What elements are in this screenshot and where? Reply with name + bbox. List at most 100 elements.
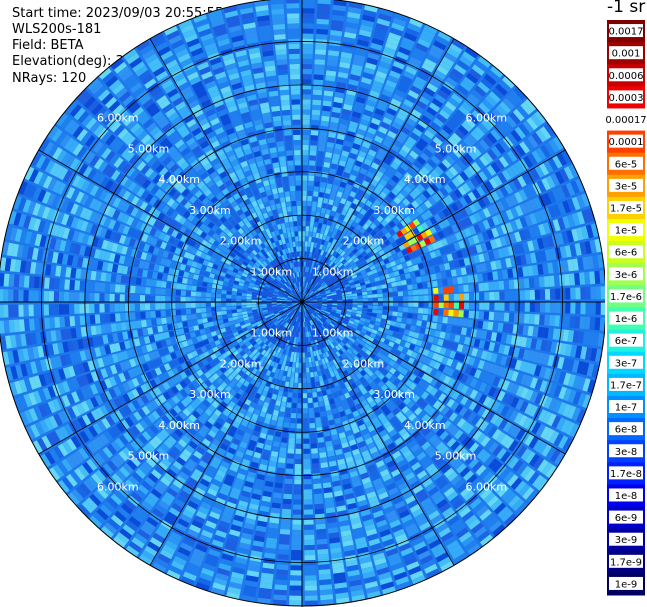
range-gate [434,265,441,273]
range-gate [312,478,322,485]
range-gate [523,187,533,199]
range-gate [364,104,375,113]
range-gate [480,77,494,90]
range-gate [542,327,549,339]
range-gate [387,267,394,273]
range-gate [316,265,321,271]
range-gate [501,211,510,222]
range-gate [279,447,287,454]
range-gate [289,585,302,591]
range-gate [361,19,375,28]
range-gate [482,135,494,148]
range-gate [388,212,396,220]
range-gate [405,246,413,254]
range-gate [348,6,362,14]
range-gate [517,324,524,335]
nrays-label: NRays: 120 [12,71,87,86]
range-gate [291,407,297,414]
range-gate [331,19,344,27]
range-gate [328,45,340,52]
range-gate [332,9,346,17]
range-gate [310,278,314,284]
range-gate [322,298,328,300]
range-gate [308,290,313,295]
range-gate [565,344,573,357]
range-gate [353,235,359,242]
range-gate [362,14,376,23]
range-gate [413,302,419,307]
range-gate [569,244,577,257]
range-gate [305,236,309,242]
range-gate [290,565,302,571]
range-gate [397,286,403,291]
range-gate [415,256,423,264]
range-gate [366,171,375,179]
range-gate [337,295,343,298]
range-gate [441,228,450,237]
range-gate [494,237,503,248]
range-gate [592,332,600,346]
range-gate [488,342,496,352]
range-gate [313,281,318,287]
range-gate [434,93,446,104]
range-gate [358,29,372,38]
range-gate [485,262,492,271]
range-gate [380,161,389,170]
range-gate [445,236,453,245]
range-gate [441,255,449,263]
range-gate [330,24,343,32]
range-gate [327,303,333,305]
range-gate [393,297,399,302]
range-gate [318,447,326,453]
range-gate [276,467,285,474]
range-gate [599,270,605,284]
range-gate [341,259,347,265]
range-gate [467,93,480,105]
range-gate [351,169,359,177]
range-gate [381,284,387,289]
range-gate [464,47,479,59]
range-gate [544,249,552,261]
range-gate [297,408,302,414]
range-gate [345,274,352,279]
range-gate [574,243,582,256]
range-gate [289,590,302,596]
range-gate [355,286,362,290]
range-gate [289,600,302,606]
range-gate [383,258,390,265]
range-gate [368,166,377,175]
range-gate [336,293,342,297]
range-gate [382,246,390,254]
range-gate [313,191,319,197]
range-gate [360,317,366,322]
range-gate [467,164,477,176]
range-gate [308,267,311,273]
range-gate [305,266,308,272]
range-gate [320,239,325,245]
range-gate [405,27,419,38]
range-gate [305,295,310,299]
range-gate [561,184,571,198]
range-gate [357,292,363,296]
range-gate [438,309,444,316]
range-gate [489,302,495,311]
range-gate [391,316,398,322]
range-gate [581,193,591,207]
range-gate [410,85,422,95]
range-gate [342,253,349,259]
range-gate [438,210,446,220]
range-gate [562,357,570,371]
range-gate [312,299,318,301]
range-gate [367,290,373,295]
range-gate [463,293,470,301]
range-gate [488,91,501,104]
range-gate [298,372,302,378]
range-gate [542,222,551,235]
range-gate [327,136,336,144]
range-gate [438,162,448,172]
range-gate [534,289,541,300]
range-gate [463,257,471,266]
range-gate [341,150,350,157]
range-gate [338,281,344,286]
range-gate [370,255,377,261]
